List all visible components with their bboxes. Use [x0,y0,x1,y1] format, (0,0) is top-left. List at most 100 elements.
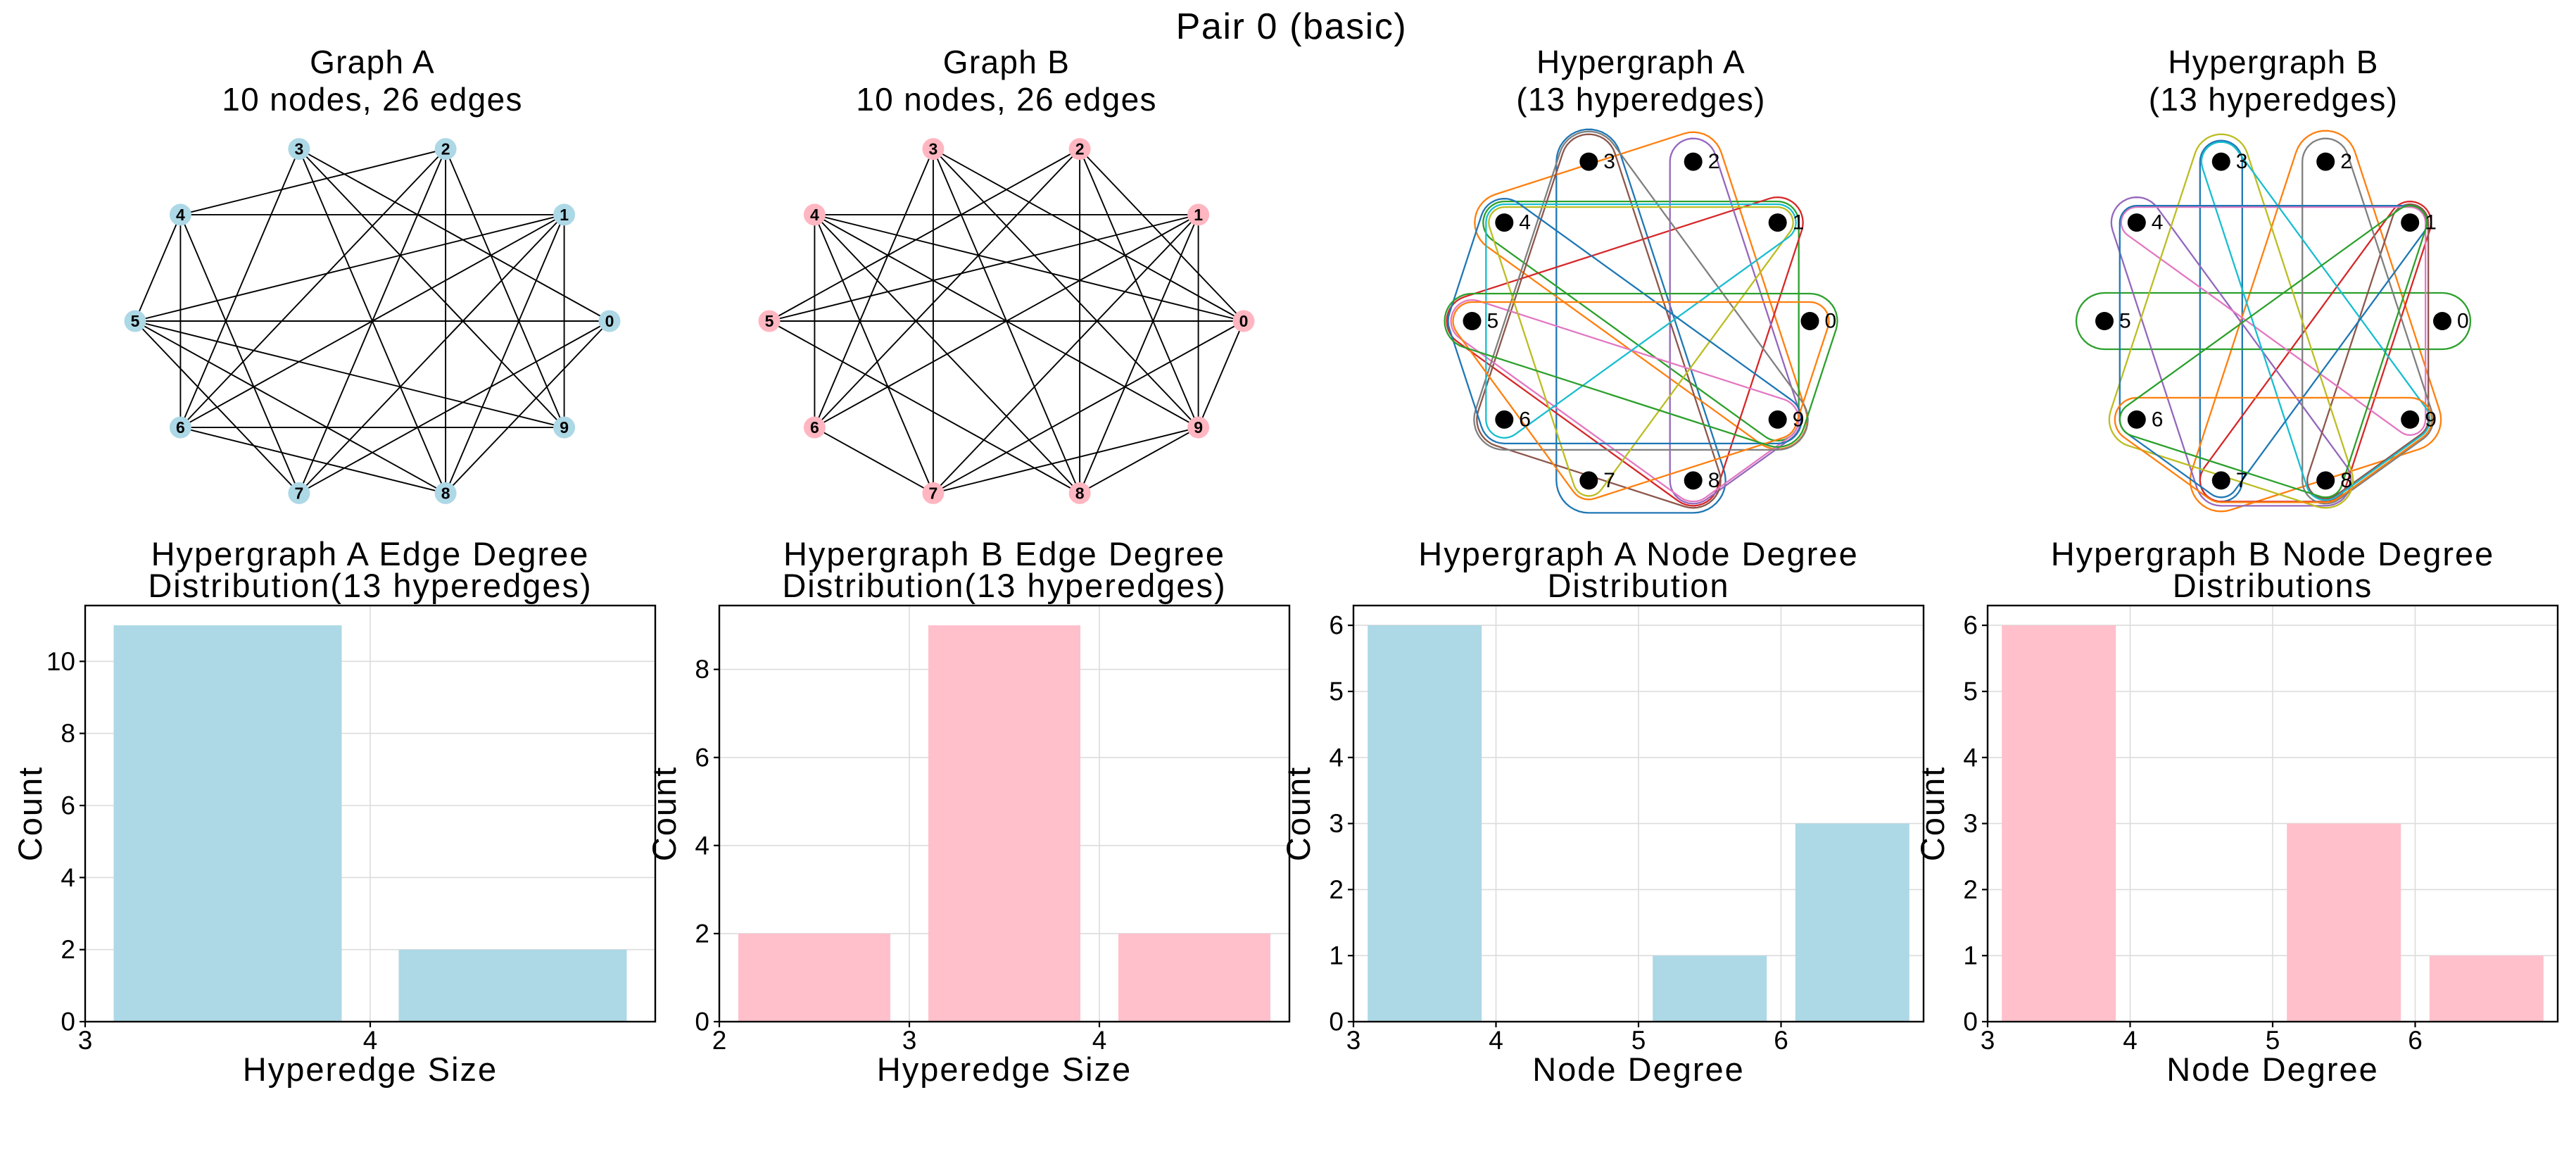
svg-text:Hypergraph A: Hypergraph A [1536,44,1745,80]
svg-text:5: 5 [1487,310,1499,333]
svg-text:6: 6 [695,743,709,772]
svg-text:Node Degree: Node Degree [2166,1051,2379,1088]
svg-text:1: 1 [1194,206,1203,224]
svg-text:Count: Count [1280,766,1317,861]
svg-text:Hypergraph B Node Degree: Hypergraph B Node Degree [2051,535,2495,572]
svg-text:3: 3 [1603,150,1615,173]
svg-text:Hyperedge Size: Hyperedge Size [877,1051,1132,1088]
svg-text:Distribution(13 hyperedges): Distribution(13 hyperedges) [148,567,592,604]
svg-text:Count: Count [645,766,683,861]
svg-text:3: 3 [1981,1026,1995,1055]
svg-text:4: 4 [1489,1026,1503,1055]
svg-text:3: 3 [1329,809,1344,838]
svg-text:0: 0 [2457,310,2469,333]
svg-text:8: 8 [2340,469,2352,492]
svg-text:10: 10 [46,647,75,676]
svg-text:Pair 0 (basic): Pair 0 (basic) [1176,6,1408,47]
svg-text:6: 6 [176,418,185,437]
svg-text:4: 4 [2152,211,2164,234]
svg-text:8: 8 [1075,484,1085,502]
svg-text:9: 9 [560,418,569,437]
svg-text:1: 1 [560,206,569,224]
svg-text:2: 2 [1329,875,1344,904]
svg-text:4: 4 [61,863,75,892]
svg-text:6: 6 [810,418,819,437]
svg-text:Hypergraph B: Hypergraph B [2168,44,2378,80]
svg-text:0: 0 [1329,1008,1344,1036]
svg-text:6: 6 [1774,1026,1788,1055]
svg-text:10 nodes, 26 edges: 10 nodes, 26 edges [222,81,523,118]
svg-text:0: 0 [605,312,614,330]
svg-text:3: 3 [929,140,938,158]
svg-text:Hypergraph A Node Degree: Hypergraph A Node Degree [1418,535,1858,572]
svg-text:8: 8 [61,719,75,748]
svg-text:4: 4 [363,1026,378,1055]
svg-text:0: 0 [1825,310,1837,333]
svg-text:1: 1 [1963,941,1978,970]
svg-text:7: 7 [295,484,304,502]
svg-text:4: 4 [1519,211,1531,234]
svg-text:4: 4 [695,831,709,860]
svg-text:6: 6 [1963,611,1978,640]
svg-text:2: 2 [712,1026,727,1055]
svg-text:5: 5 [1329,677,1344,706]
svg-text:7: 7 [929,484,938,502]
svg-text:1: 1 [1793,211,1805,234]
svg-text:Node Degree: Node Degree [1532,1051,1745,1088]
svg-text:9: 9 [2425,408,2437,431]
svg-text:5: 5 [1963,677,1978,706]
svg-text:0: 0 [1963,1008,1978,1036]
svg-text:(13 hyperedges): (13 hyperedges) [2149,81,2398,118]
svg-text:(13 hyperedges): (13 hyperedges) [1516,81,1765,118]
svg-text:Count: Count [11,766,49,861]
svg-text:3: 3 [1346,1026,1361,1055]
svg-text:3: 3 [295,140,304,158]
svg-text:2: 2 [2340,150,2352,173]
svg-text:3: 3 [902,1026,917,1055]
svg-text:Distribution: Distribution [1547,567,1729,604]
svg-text:7: 7 [2236,469,2248,492]
svg-text:5: 5 [131,312,140,330]
svg-text:2: 2 [441,140,450,158]
svg-text:5: 5 [2119,310,2131,333]
svg-text:Hyperedge Size: Hyperedge Size [243,1051,498,1088]
svg-text:6: 6 [1329,611,1344,640]
svg-text:4: 4 [176,206,185,224]
svg-text:0: 0 [1239,312,1249,330]
svg-text:1: 1 [2425,211,2437,234]
svg-text:2: 2 [1075,140,1085,158]
svg-text:8: 8 [695,655,709,684]
svg-text:6: 6 [2408,1026,2423,1055]
svg-text:9: 9 [1793,408,1805,431]
svg-text:8: 8 [1708,469,1720,492]
svg-text:Hypergraph B Edge Degree: Hypergraph B Edge Degree [783,535,1225,572]
svg-text:4: 4 [1963,743,1978,772]
svg-text:5: 5 [2266,1026,2280,1055]
svg-text:4: 4 [2123,1026,2138,1055]
svg-text:2: 2 [1708,150,1720,173]
svg-text:5: 5 [1631,1026,1646,1055]
svg-text:2: 2 [61,935,75,964]
svg-text:4: 4 [1329,743,1344,772]
svg-text:1: 1 [1329,941,1344,970]
svg-text:Distributions: Distributions [2173,567,2373,604]
svg-text:4: 4 [810,206,819,224]
svg-text:3: 3 [1963,809,1978,838]
svg-text:Count: Count [1914,766,1951,861]
svg-text:6: 6 [61,791,75,820]
svg-text:9: 9 [1194,418,1203,437]
svg-text:Graph B: Graph B [943,44,1070,80]
svg-text:7: 7 [1603,469,1615,492]
svg-text:5: 5 [765,312,774,330]
svg-text:8: 8 [441,484,450,502]
svg-text:2: 2 [695,919,709,948]
svg-text:3: 3 [78,1026,93,1055]
svg-text:0: 0 [61,1008,75,1036]
svg-text:0: 0 [695,1008,709,1036]
svg-text:4: 4 [1092,1026,1107,1055]
svg-text:10 nodes, 26 edges: 10 nodes, 26 edges [856,81,1157,118]
svg-text:3: 3 [2236,150,2248,173]
svg-text:Hypergraph A Edge Degree: Hypergraph A Edge Degree [151,535,590,572]
svg-text:Distribution(13 hyperedges): Distribution(13 hyperedges) [782,567,1226,604]
svg-text:Graph A: Graph A [310,44,435,80]
